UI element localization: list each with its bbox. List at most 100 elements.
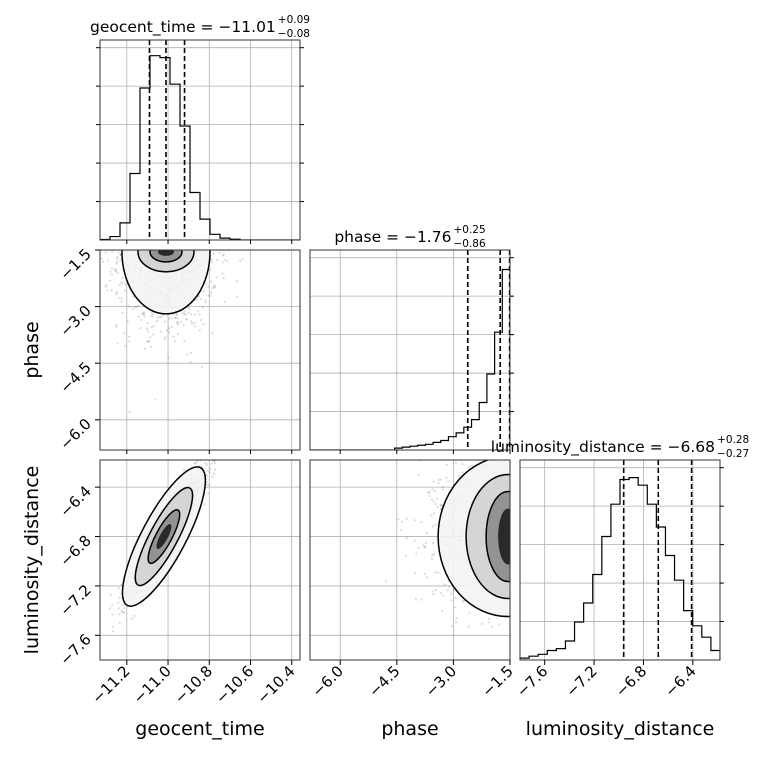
scatter-point	[511, 516, 513, 518]
scatter-point	[197, 310, 200, 313]
scatter-point	[207, 247, 209, 249]
scatter-point	[511, 494, 513, 496]
scatter-point	[210, 280, 213, 283]
scatter-point	[511, 514, 513, 516]
scatter-point	[210, 462, 214, 465]
scatter-point	[100, 257, 104, 261]
scatter-point	[511, 510, 513, 512]
scatter-point	[164, 247, 166, 249]
scatter-point	[156, 247, 158, 249]
scatter-point	[134, 305, 137, 309]
scatter-point	[511, 557, 513, 559]
scatter-point	[432, 480, 435, 483]
scatter-point	[210, 247, 212, 249]
scatter-point	[172, 247, 174, 249]
scatter-point	[195, 247, 197, 249]
y-tick-label: −7.2	[56, 581, 94, 619]
scatter-point	[137, 247, 139, 249]
scatter-point	[204, 300, 207, 304]
x-tick-label: −10.4	[253, 662, 298, 707]
scatter-point	[127, 247, 129, 249]
scatter-point	[176, 332, 180, 336]
scatter-point	[149, 247, 151, 249]
scatter-point	[511, 501, 513, 503]
scatter-point	[511, 514, 513, 516]
scatter-point	[207, 247, 209, 249]
scatter-point	[188, 247, 190, 249]
scatter-point	[436, 497, 439, 500]
scatter-point	[136, 247, 138, 249]
scatter-point	[511, 575, 513, 577]
scatter-point	[511, 499, 513, 501]
scatter-point	[193, 462, 197, 465]
scatter-point	[185, 247, 187, 249]
scatter-point	[183, 247, 185, 249]
scatter-point	[186, 247, 188, 249]
scatter-point	[158, 247, 160, 249]
scatter-point	[137, 247, 139, 249]
panel-frame	[99, 249, 301, 451]
scatter-point	[161, 247, 163, 249]
scatter-point	[171, 247, 173, 249]
scatter-point	[148, 247, 150, 249]
scatter-panel-geocent_time-luminosity_distance	[99, 432, 301, 661]
scatter-point	[176, 247, 178, 249]
x-tick-label: −7.2	[562, 662, 600, 700]
scatter-point	[179, 247, 181, 249]
panel-frame	[309, 459, 511, 661]
scatter-point	[215, 247, 217, 249]
scatter-point	[146, 247, 148, 249]
density-region	[121, 250, 210, 314]
scatter-point	[511, 499, 513, 501]
scatter-point	[511, 514, 513, 516]
scatter-point	[197, 247, 199, 249]
scatter-point	[467, 625, 470, 628]
scatter-point	[87, 332, 89, 334]
scatter-point	[171, 247, 173, 249]
scatter-point	[511, 456, 513, 458]
scatter-point	[191, 247, 193, 249]
scatter-point	[90, 247, 92, 249]
scatter-point	[414, 519, 417, 522]
scatter-point	[165, 247, 167, 249]
scatter-point	[209, 268, 212, 271]
scatter-point	[161, 247, 163, 249]
scatter-point	[141, 603, 144, 606]
scatter-point	[188, 307, 191, 310]
histogram-panel-luminosity_distance: luminosity_distance = −6.68 +0.28 −0.27	[491, 434, 749, 661]
scatter-point	[189, 247, 191, 249]
scatter-point	[511, 549, 513, 551]
scatter-point	[204, 247, 206, 249]
scatter-point	[511, 583, 513, 585]
scatter-point	[135, 247, 137, 249]
scatter-point	[142, 247, 144, 249]
scatter-point	[219, 454, 221, 456]
scatter-point	[163, 247, 165, 249]
scatter-point	[132, 247, 134, 249]
scatter-point	[511, 569, 513, 571]
scatter-point	[439, 504, 442, 507]
scatter-point	[511, 529, 513, 531]
scatter-point	[511, 499, 513, 501]
scatter-point	[140, 247, 142, 249]
scatter-point	[511, 530, 513, 532]
scatter-point	[179, 247, 181, 249]
scatter-point	[511, 546, 513, 548]
scatter-point	[511, 557, 513, 559]
scatter-point	[220, 432, 222, 434]
scatter-point	[154, 247, 156, 249]
scatter-point	[511, 491, 513, 493]
scatter-point	[110, 289, 113, 292]
scatter-point	[120, 297, 123, 300]
scatter-point	[139, 247, 141, 249]
scatter-point	[511, 522, 513, 524]
scatter-point	[169, 247, 171, 249]
scatter-point	[115, 262, 118, 265]
scatter-point	[173, 340, 176, 343]
scatter-point	[142, 313, 146, 316]
scatter-point	[200, 365, 203, 369]
scatter-point	[213, 284, 216, 288]
scatter-point	[176, 321, 179, 324]
scatter-point	[511, 523, 513, 525]
scatter-point	[152, 247, 154, 249]
